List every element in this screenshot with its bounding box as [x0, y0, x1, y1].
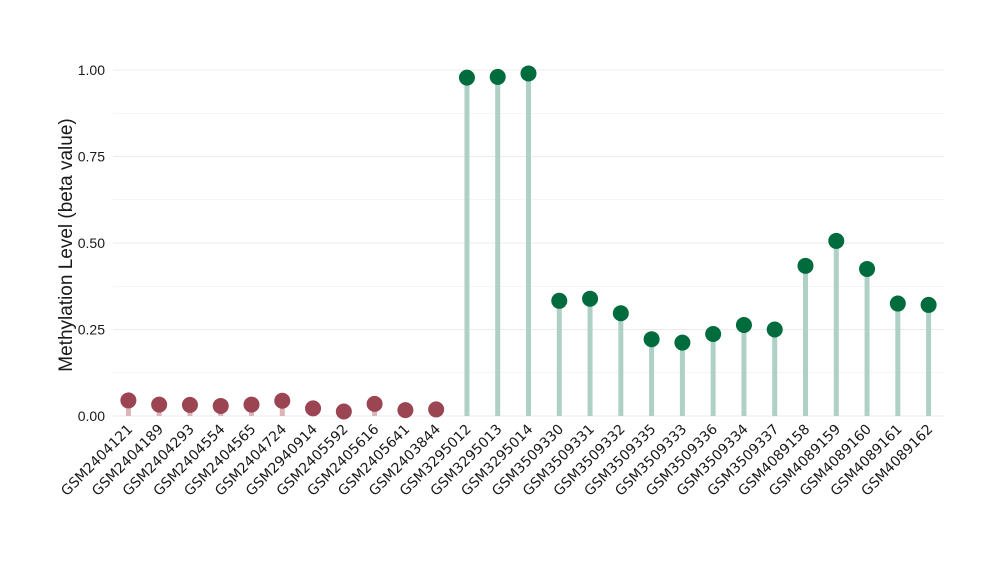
y-tick-label: 0.25: [78, 322, 105, 338]
stems-layer: [125, 73, 932, 416]
lollipop-point: [489, 68, 506, 85]
lollipop-point: [305, 400, 322, 417]
y-axis-ticks: 0.00 0.25 0.50 0.75 1.00: [78, 62, 105, 424]
lollipop-point: [428, 401, 445, 418]
lollipop-point: [458, 69, 475, 86]
y-axis-title: Methylation Level (beta value): [56, 118, 77, 371]
y-tick-label: 0.50: [78, 235, 105, 251]
lollipop-point: [643, 331, 660, 348]
lollipop-point: [274, 392, 291, 409]
lollipop-point: [705, 325, 722, 342]
lollipop-point: [243, 396, 260, 413]
lollipop-point: [797, 257, 814, 274]
lollipop-point: [366, 395, 383, 412]
y-tick-label: 0.75: [78, 149, 105, 165]
lollipop-point: [212, 397, 229, 414]
lollipop-point: [120, 392, 137, 409]
lollipop-point: [889, 295, 906, 312]
lollipop-point: [397, 402, 414, 419]
y-tick-label: 1.00: [78, 62, 105, 78]
lollipop-point: [520, 65, 537, 82]
lollipop-point: [612, 305, 629, 322]
lollipop-point: [551, 292, 568, 309]
lollipop-point: [151, 396, 168, 413]
points-layer: [120, 65, 937, 420]
y-tick-label: 0.00: [78, 408, 105, 424]
lollipop-point: [828, 232, 845, 249]
x-axis-ticks: GSM2404121GSM2404189GSM2404293GSM2404554…: [58, 421, 936, 499]
lollipop-point: [920, 296, 937, 313]
lollipop-point: [582, 290, 599, 307]
lollipop-point: [766, 321, 783, 338]
lollipop-point: [674, 334, 691, 351]
lollipop-point: [181, 396, 198, 413]
lollipop-point: [335, 403, 352, 420]
lollipop-point: [859, 260, 876, 277]
lollipop-point: [735, 317, 752, 334]
